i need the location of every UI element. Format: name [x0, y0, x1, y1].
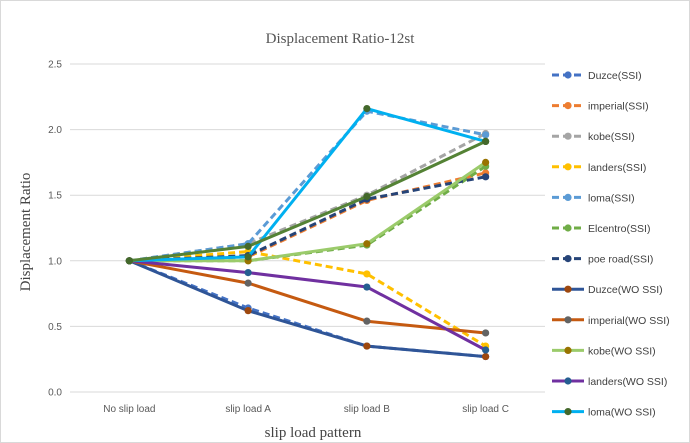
- legend-marker-landers-wo-ssi: [564, 377, 572, 385]
- y-axis-title: Displacement Ratio: [18, 173, 34, 292]
- series-line-loma-wo-ssi: [129, 107, 486, 263]
- point-imperial-wo-ssi-2: [363, 317, 371, 325]
- point-loma-ssi-3: [482, 131, 490, 139]
- x-axis-title: slip load pattern: [265, 425, 362, 441]
- series-line-kobe-wo-ssi: [129, 161, 487, 263]
- legend-label-imperial-ssi: imperial(SSI): [588, 101, 649, 113]
- legend-item-imperial-wo-ssi: imperial(WO SSI): [552, 315, 670, 327]
- legend: Duzce(SSI) imperial(SSI) kobe(SSI) landers(…: [552, 70, 670, 419]
- legend-marker-poe-road-ssi: [564, 255, 572, 263]
- point-duzce-wo-ssi-1: [244, 307, 252, 315]
- legend-label-kobe-wo-ssi: kobe(WO SSI): [588, 345, 656, 357]
- legend-label-loma-ssi: loma(SSI): [588, 192, 635, 204]
- legend-item-landers-ssi: landers(SSI): [552, 162, 646, 174]
- legend-marker-elcentro-ssi: [564, 224, 572, 232]
- x-axis-ticks: No slip load slip load A slip load B slip l…: [103, 404, 509, 415]
- point-landers-wo-ssi-1: [244, 269, 252, 277]
- legend-label-duzce-wo-ssi: Duzce(WO SSI): [588, 284, 663, 296]
- legend-item-landers-wo-ssi: landers(WO SSI): [552, 376, 667, 388]
- legend-label-duzce-ssi: Duzce(SSI): [588, 70, 642, 82]
- point-duzce-wo-ssi-3: [482, 352, 490, 361]
- point-kobe-wo-ssi-3: [482, 158, 490, 166]
- legend-item-poe-road-ssi: poe road(SSI): [552, 254, 653, 266]
- legend-item-duzce-wo-ssi: Duzce(WO SSI): [552, 284, 663, 296]
- series-landers-wo-ssi: [125, 257, 490, 354]
- point-loma-wo-ssi-2: [363, 105, 371, 113]
- point-landers-ssi-2: [363, 270, 371, 278]
- legend-marker-loma-ssi: [564, 193, 572, 201]
- legend-label-loma-wo-ssi: loma(WO SSI): [588, 407, 656, 419]
- point-poe-road-ssi-3: [482, 173, 490, 181]
- point-landers-wo-ssi-2: [363, 283, 371, 291]
- series-elcentro-wo-ssi: [125, 137, 490, 265]
- legend-marker-kobe-wo-ssi: [564, 346, 572, 354]
- point-landers-wo-ssi-3: [482, 346, 490, 354]
- series-line-elcentro-wo-ssi: [129, 140, 487, 263]
- legend-label-elcentro-ssi: Elcentro(SSI): [588, 223, 650, 235]
- legend-marker-loma-wo-ssi: [564, 408, 572, 416]
- legend-marker-imperial-ssi: [564, 102, 572, 110]
- legend-item-loma-wo-ssi: loma(WO SSI): [552, 407, 656, 419]
- legend-item-kobe-wo-ssi: kobe(WO SSI): [552, 345, 656, 357]
- legend-label-landers-wo-ssi: landers(WO SSI): [588, 376, 667, 388]
- legend-label-landers-ssi: landers(SSI): [588, 162, 646, 174]
- legend-item-imperial-ssi: imperial(SSI): [552, 101, 649, 113]
- legend-item-duzce-ssi: Duzce(SSI): [552, 70, 642, 82]
- point-imperial-wo-ssi-3: [482, 329, 490, 337]
- legend-item-loma-ssi: loma(SSI): [552, 192, 635, 204]
- legend-label-imperial-wo-ssi: imperial(WO SSI): [588, 315, 670, 327]
- point-kobe-wo-ssi-2: [363, 240, 371, 248]
- series-line-landers-ssi: [129, 250, 487, 348]
- y-tick-label-0: 0.0: [48, 388, 62, 399]
- legend-marker-landers-ssi: [564, 163, 572, 171]
- legend-marker-duzce-ssi: [564, 71, 572, 79]
- x-tick-label-3: slip load C: [462, 404, 509, 415]
- series-lines: [125, 105, 490, 361]
- legend-marker-imperial-wo-ssi: [564, 316, 572, 324]
- chart-title: Displacement Ratio-12st: [266, 31, 416, 47]
- legend-label-poe-road-ssi: poe road(SSI): [588, 254, 653, 266]
- y-tick-label-1: 0.5: [48, 322, 62, 333]
- point-elcentro-wo-ssi-2: [363, 192, 371, 201]
- series-line-landers-wo-ssi: [129, 259, 487, 352]
- y-tick-label-4: 2.0: [48, 125, 62, 136]
- point-elcentro-wo-ssi-0: [125, 257, 133, 265]
- x-tick-label-2: slip load B: [344, 404, 390, 415]
- y-axis-ticks: 0.0 0.5 1.0 1.5 2.0 2.5: [48, 60, 62, 399]
- legend-item-elcentro-ssi: Elcentro(SSI): [552, 223, 650, 235]
- x-tick-label-0: No slip load: [103, 404, 155, 415]
- legend-marker-kobe-ssi: [564, 132, 572, 140]
- point-loma-wo-ssi-1: [244, 253, 252, 261]
- y-tick-label-2: 1.0: [48, 256, 62, 267]
- point-elcentro-wo-ssi-1: [244, 242, 252, 250]
- point-elcentro-wo-ssi-3: [482, 137, 490, 146]
- x-tick-label-1: slip load A: [225, 404, 271, 415]
- legend-marker-duzce-wo-ssi: [564, 285, 572, 293]
- y-tick-label-3: 1.5: [48, 191, 62, 202]
- legend-item-kobe-ssi: kobe(SSI): [552, 131, 635, 143]
- point-imperial-wo-ssi-1: [244, 279, 252, 287]
- y-tick-label-5: 2.5: [48, 60, 62, 71]
- series-line-duzce-wo-ssi: [128, 259, 486, 359]
- series-line-imperial-wo-ssi: [129, 259, 486, 335]
- point-duzce-wo-ssi-2: [363, 342, 371, 350]
- legend-label-kobe-ssi: kobe(SSI): [588, 131, 635, 143]
